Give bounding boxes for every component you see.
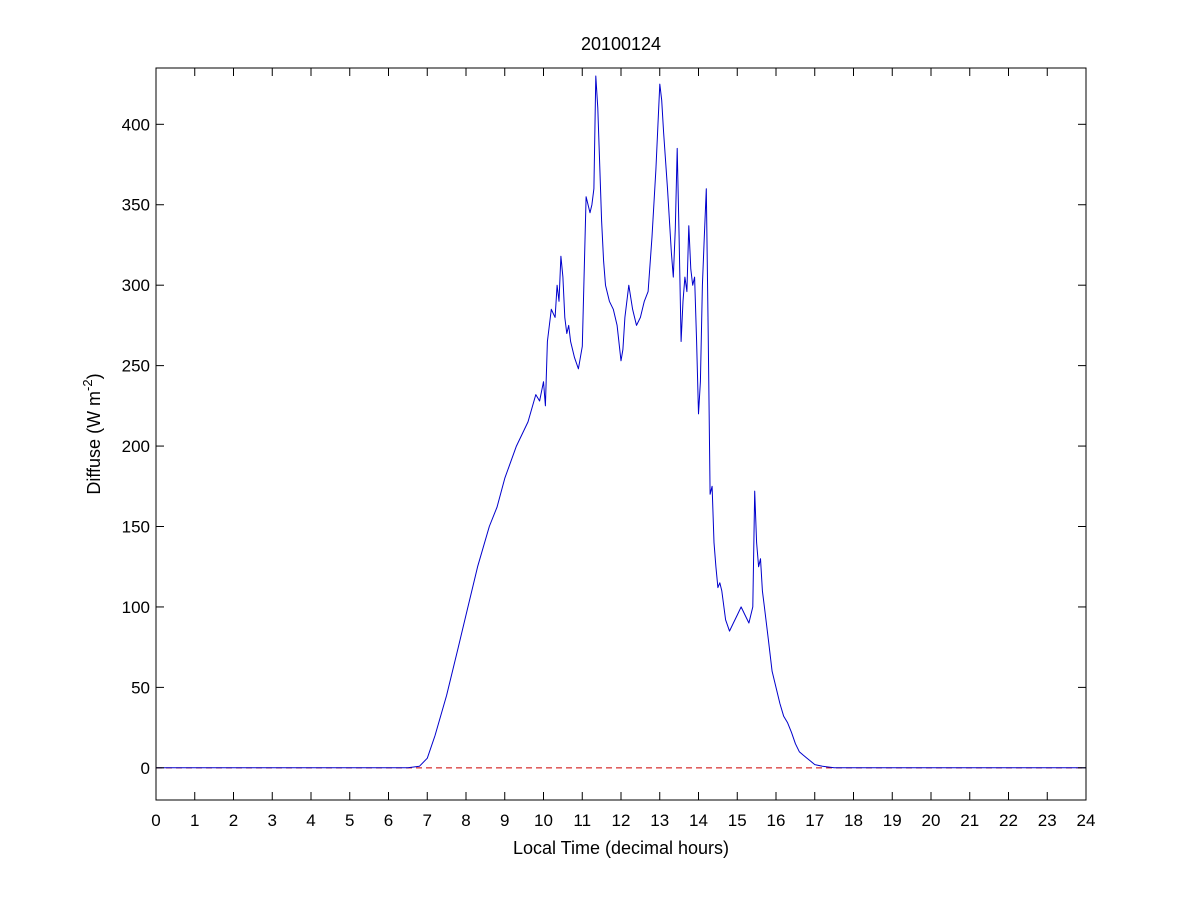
x-tick-label: 8 [461,811,470,830]
y-tick-label: 100 [122,598,150,617]
x-tick-label: 0 [151,811,160,830]
diffuse-series-line [156,75,1086,769]
x-tick-label: 23 [1038,811,1057,830]
y-tick-label: 400 [122,115,150,134]
x-tick-label: 12 [612,811,631,830]
x-tick-label: 7 [423,811,432,830]
x-tick-label: 2 [229,811,238,830]
x-tick-label: 19 [883,811,902,830]
x-tick-label: 15 [728,811,747,830]
x-tick-label: 13 [650,811,669,830]
x-tick-label: 11 [573,811,591,830]
plot-area [156,68,1086,800]
axes-box [155,67,1087,801]
x-tick-label: 22 [999,811,1018,830]
x-tick-label: 9 [500,811,509,830]
y-axis-label-suffix: ) [84,373,104,379]
y-tick-label: 200 [122,437,150,456]
x-tick-label: 4 [306,811,315,830]
series-layer [156,75,1086,769]
tick-layer: 0 1 2 3 4 5 6 7 8 9 10 11 12 13 14 15 16 17 18 19 20 21 22 23 24… [122,68,1096,830]
x-tick-label: 18 [844,811,863,830]
x-tick-label: 21 [960,811,979,830]
chart-title: 20100124 [581,34,661,54]
y-axis-label-superscript: -2 [80,379,95,391]
y-axis-label-prefix: Diffuse (W m [84,391,104,495]
x-tick-label: 3 [268,811,277,830]
y-tick-label: 50 [131,678,150,697]
y-tick-label: 350 [122,196,150,215]
y-tick-label: 150 [122,518,150,537]
x-tick-label: 14 [689,811,708,830]
x-tick-label: 24 [1077,811,1096,830]
x-tick-label: 20 [922,811,941,830]
x-tick-label: 6 [384,811,393,830]
y-tick-label: 300 [122,276,150,295]
x-tick-label: 17 [805,811,824,830]
x-tick-label: 16 [767,811,786,830]
y-tick-label: 0 [141,759,150,778]
x-axis-label: Local Time (decimal hours) [513,838,729,858]
x-tick-label: 10 [534,811,553,830]
x-tick-label: 1 [190,811,199,830]
y-tick-label: 250 [122,357,150,376]
y-axis-label: Diffuse (W m-2) [80,373,104,494]
x-tick-label: 5 [345,811,354,830]
